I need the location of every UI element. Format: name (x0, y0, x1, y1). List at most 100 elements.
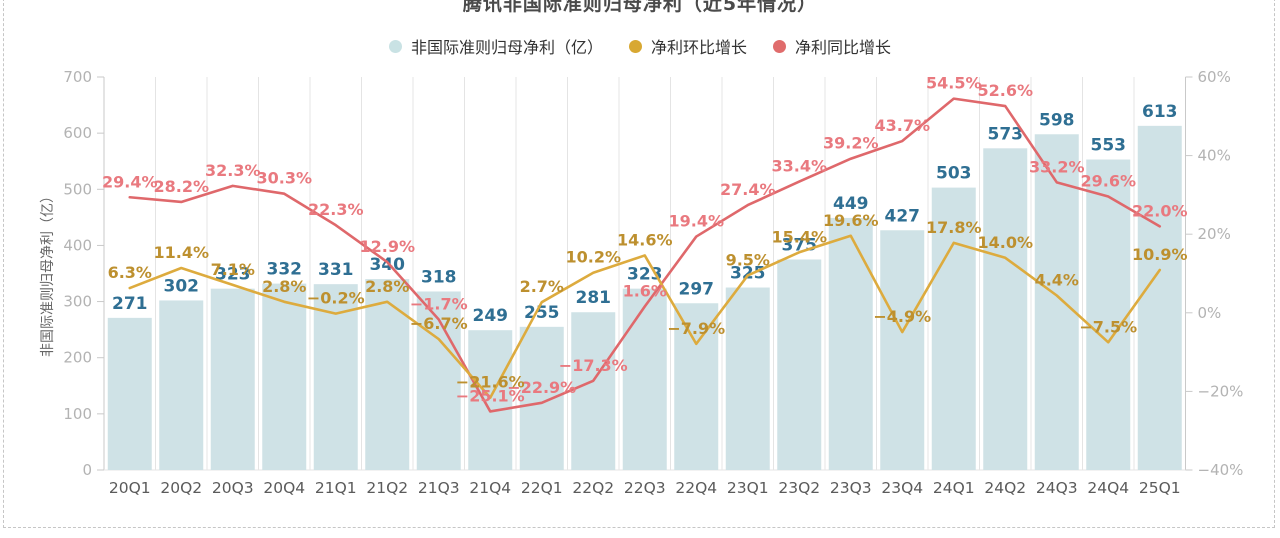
bar-value-label: 302 (164, 276, 200, 296)
left-axis-tick-label: 100 (63, 405, 92, 423)
yoy-value-label: 22.3% (308, 200, 364, 219)
legend-label-yoy: 净利同比增长 (795, 38, 892, 57)
yoy-growth-line (128, 97, 1162, 413)
x-axis-label-21Q2: 21Q2 (366, 479, 408, 497)
bar-23Q1 (725, 287, 770, 470)
x-axis-label-22Q3: 22Q3 (624, 479, 666, 497)
yoy-value-label: 33.4% (771, 157, 827, 176)
x-axis-label-20Q3: 20Q3 (212, 479, 254, 497)
yoy-value-label: 29.4% (102, 172, 158, 191)
bar-value-label: 553 (1091, 136, 1127, 156)
qoq-value-label: 10.2% (565, 248, 621, 267)
bar-value-label: 325 (730, 264, 766, 284)
yoy-value-label: −25.1% (456, 386, 525, 405)
qoq-value-label: 15.4% (771, 227, 827, 246)
right-axis-tick-label: 40% (1198, 147, 1231, 165)
legend-item-qoq[interactable]: 净利环比增长 (628, 34, 747, 58)
qoq-value-label: 4.4% (1035, 271, 1079, 290)
x-axis-label-24Q2: 24Q2 (984, 479, 1026, 497)
bar-value-label: 323 (215, 265, 251, 285)
yoy-value-label: 28.2% (153, 177, 209, 196)
yoy-value-label: −22.9% (507, 378, 576, 397)
yoy-value-label: 29.6% (1080, 171, 1136, 190)
qoq-value-label: −6.7% (410, 314, 468, 333)
yoy-value-label: 19.4% (668, 212, 724, 231)
qoq-value-label: 17.8% (926, 218, 982, 237)
x-axis-label-24Q3: 24Q3 (1036, 479, 1078, 497)
bar-20Q4 (262, 283, 307, 470)
x-axis-label-25Q1: 25Q1 (1139, 479, 1181, 497)
left-axis-tick-label: 500 (63, 180, 92, 198)
title-clip-region: 腾讯非国际准则归母净利（近5年情况） (0, 0, 1280, 15)
bar-value-label: 271 (112, 294, 148, 314)
yoy-value-label: 52.6% (977, 81, 1033, 100)
yoy-series-dot-icon (773, 39, 786, 53)
bar-20Q2 (159, 300, 204, 470)
left-axis-title: 非国际准则归母净利（亿） (39, 189, 56, 357)
bar-24Q3 (1034, 134, 1079, 470)
yoy-value-label: 1.6% (623, 282, 667, 301)
bar-series-dot-icon (388, 39, 402, 53)
x-axis-label-20Q2: 20Q2 (160, 479, 202, 497)
bar-21Q2 (365, 279, 410, 470)
x-axis-label-23Q4: 23Q4 (881, 479, 923, 497)
x-axis-label-22Q1: 22Q1 (521, 479, 563, 497)
qoq-series-dot-icon (628, 39, 642, 53)
x-axis-label-23Q2: 23Q2 (778, 479, 820, 497)
qoq-value-label: 9.5% (726, 250, 770, 269)
qoq-value-label: 11.4% (153, 243, 209, 262)
bar-22Q1 (519, 326, 564, 470)
bar-20Q1 (107, 317, 152, 470)
bar-22Q3 (622, 288, 667, 470)
bar-20Q3 (210, 288, 255, 470)
x-axis-label-20Q4: 20Q4 (263, 479, 305, 497)
bar-21Q1 (313, 284, 358, 470)
left-axis-tick-label: 300 (63, 293, 92, 311)
qoq-value-label: −0.2% (307, 289, 365, 308)
yoy-value-label: 39.2% (823, 134, 879, 153)
yoy-value-label: 12.9% (359, 237, 415, 256)
yoy-value-label: 27.4% (720, 180, 776, 199)
bar-value-label: 613 (1142, 102, 1178, 122)
right-axis-tick-label: 20% (1198, 225, 1231, 243)
legend-item-yoy[interactable]: 净利同比增长 (773, 34, 891, 58)
bar-value-label: 449 (833, 194, 869, 214)
bar-value-label: 297 (679, 279, 715, 299)
bar-25Q1 (1137, 125, 1182, 470)
x-axis-label-23Q1: 23Q1 (727, 479, 769, 497)
qoq-value-label: 19.6% (823, 211, 879, 230)
bar-23Q3 (828, 217, 873, 470)
qoq-value-label: 2.7% (520, 277, 564, 296)
bar-value-label: 598 (1039, 110, 1075, 130)
bar-value-label: 331 (318, 260, 354, 280)
qoq-value-label: −7.9% (667, 319, 725, 338)
bar-24Q2 (983, 148, 1028, 470)
legend-item-bar[interactable]: 非国际准则归母净利（亿） (388, 34, 603, 58)
yoy-value-label: 32.3% (205, 161, 261, 180)
qoq-value-label: 6.3% (108, 263, 152, 282)
right-axis-tick-label: 60% (1198, 68, 1231, 86)
bar-value-label: 503 (936, 164, 972, 184)
legend: 非国际准则归母净利（亿） 净利环比增长 净利同比增长 (0, 33, 1280, 59)
x-axis-label-21Q4: 21Q4 (469, 479, 511, 497)
left-axis-tick-label: 0 (82, 461, 92, 479)
yoy-value-label: 22.0% (1132, 201, 1188, 220)
left-axis-tick-label: 200 (63, 349, 92, 367)
yoy-value-label: −17.3% (559, 356, 628, 375)
x-axis-label-21Q3: 21Q3 (418, 479, 460, 497)
bar-value-label: 318 (421, 267, 457, 287)
qoq-value-label: −21.6% (456, 373, 525, 392)
x-axis-label-20Q1: 20Q1 (109, 479, 151, 497)
yoy-value-label: 43.7% (874, 116, 930, 135)
qoq-value-label: 10.9% (1132, 245, 1188, 264)
yoy-value-label: 33.2% (1029, 157, 1085, 176)
bar-22Q4 (674, 303, 719, 470)
yoy-value-label: 54.5% (926, 74, 982, 93)
qoq-growth-line (128, 234, 1162, 399)
qoq-value-label: 14.0% (977, 233, 1033, 252)
qoq-value-label: 2.8% (262, 277, 306, 296)
x-axis-label-24Q4: 24Q4 (1087, 479, 1129, 497)
qoq-value-label: 14.6% (617, 230, 673, 249)
left-axis-tick-label: 700 (63, 68, 92, 86)
